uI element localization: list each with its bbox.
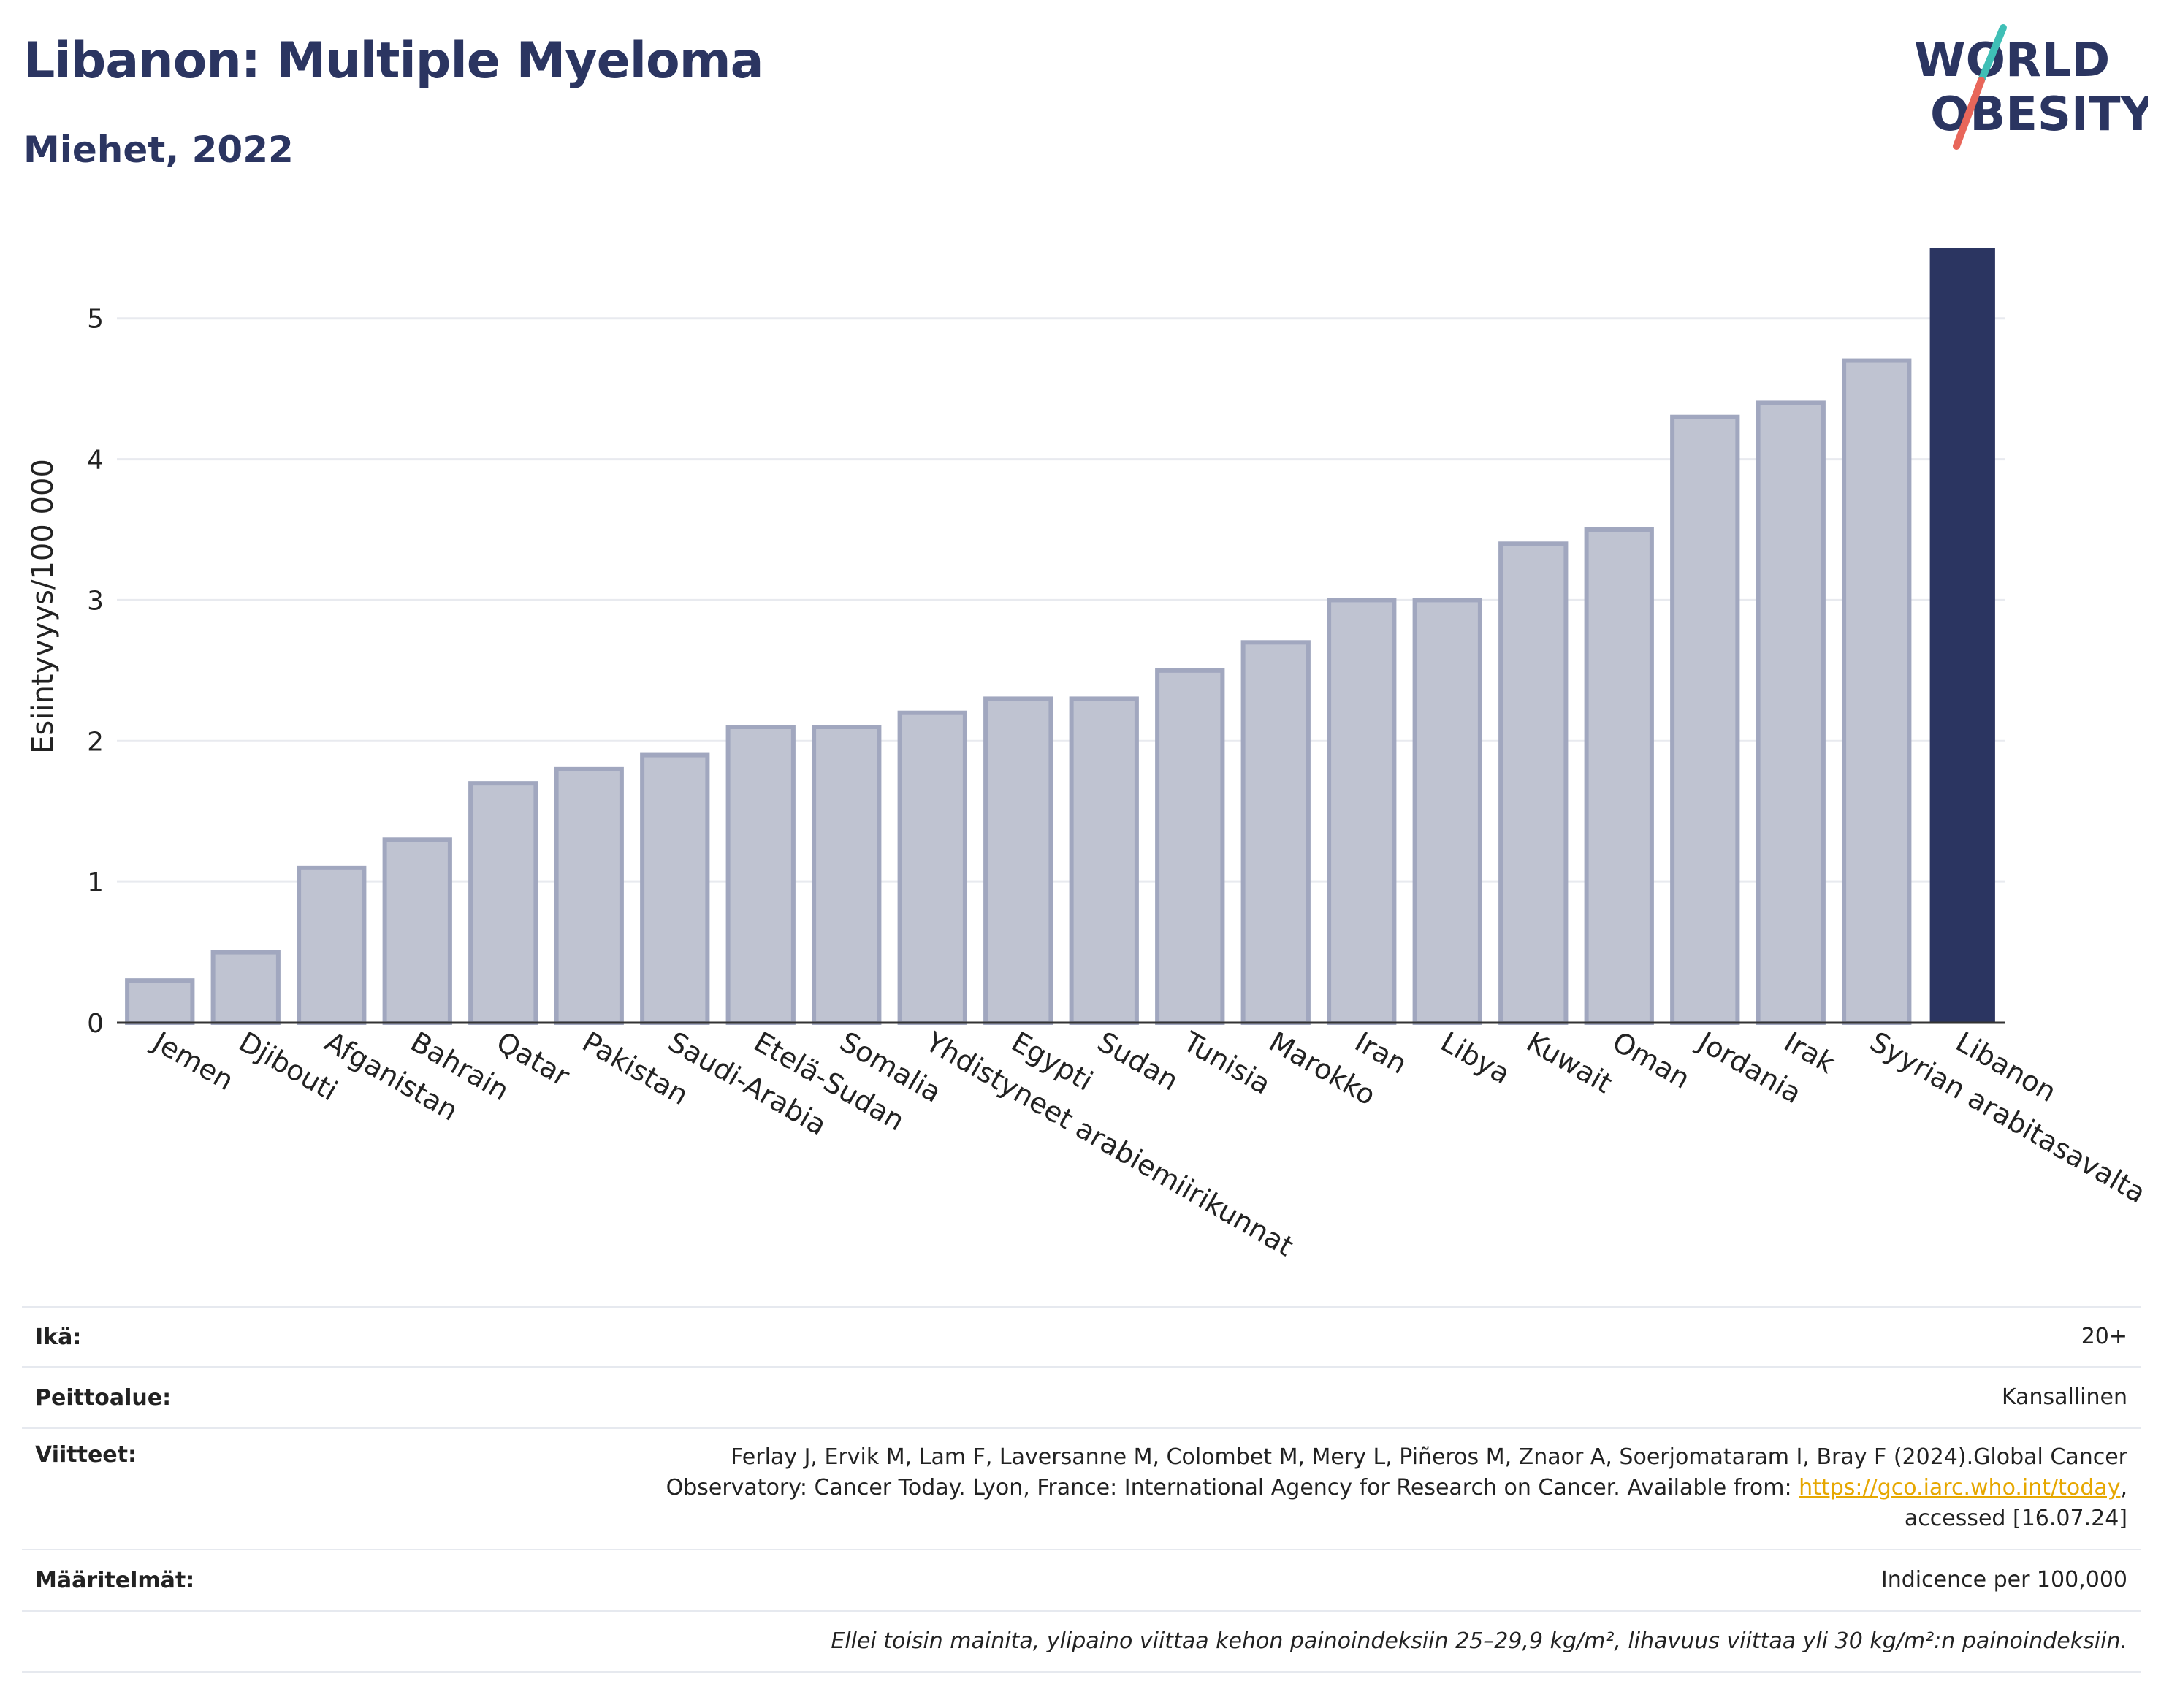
references-line-1: Ferlay J, Ervik M, Lam F, Laversanne M, … <box>731 1444 2127 1470</box>
y-tick-label: 0 <box>87 1009 104 1039</box>
references-label: Viitteet: <box>35 1442 137 1468</box>
y-axis-title: Esiintyvyys/100 000 <box>26 459 60 754</box>
obesity-note: Ellei toisin mainita, ylipaino viittaa k… <box>831 1628 2127 1654</box>
x-tick-label: Sudan <box>1092 1026 1184 1097</box>
references-line-2-text: Observatory: Cancer Today. Lyon, France:… <box>666 1475 1799 1501</box>
references-line-2-end: , <box>2120 1475 2127 1501</box>
y-tick-label: 2 <box>87 727 104 757</box>
age-label: Ikä: <box>35 1324 82 1350</box>
references-value: Ferlay J, Ervik M, Lam F, Laversanne M, … <box>666 1442 2141 1534</box>
bar <box>1842 358 1912 1026</box>
info-row-age: Ikä: 20+ <box>22 1306 2141 1366</box>
info-row-coverage: Peittoalue: Kansallinen <box>22 1366 2141 1427</box>
bar <box>125 978 195 1025</box>
bar-chart: 0 1 2 3 4 5 JemenDjiboutiAfganistanBahrainQat… <box>26 248 2152 1263</box>
references-line-3: accessed [16.07.24] <box>1904 1506 2127 1531</box>
definitions-label: Määritelmät: <box>35 1567 195 1593</box>
coverage-label: Peittoalue: <box>35 1384 172 1411</box>
references-link[interactable]: https://gco.iarc.who.int/today <box>1799 1475 2121 1501</box>
x-tick-label: Kuwait <box>1521 1026 1617 1100</box>
world-obesity-logo: WORLD OBESITY <box>1914 24 2148 150</box>
logo-slash-bottom <box>1953 77 1985 150</box>
bar <box>554 766 624 1026</box>
y-tick-label: 4 <box>87 446 104 476</box>
bar <box>1327 598 1397 1025</box>
bar <box>640 752 710 1025</box>
bar <box>1069 696 1139 1026</box>
definitions-value: Indicence per 100,000 <box>1880 1567 2127 1593</box>
y-tick-label: 3 <box>87 586 104 616</box>
age-value: 20+ <box>2081 1324 2127 1349</box>
x-tick-label: Djibouti <box>234 1026 343 1107</box>
y-tick-labels: 0 1 2 3 4 5 <box>87 305 104 1039</box>
bar <box>1412 598 1482 1025</box>
bar <box>1240 640 1311 1025</box>
bar-highlighted <box>1929 248 1995 1023</box>
bar <box>812 725 882 1025</box>
bar <box>1155 668 1225 1025</box>
coverage-value: Kansallinen <box>2001 1384 2127 1410</box>
bar <box>468 781 538 1025</box>
bar <box>1498 541 1569 1025</box>
info-row-note: Ellei toisin mainita, ylipaino viittaa k… <box>22 1610 2141 1673</box>
chart-title: Libanon: Multiple Myeloma <box>23 32 763 90</box>
bar <box>210 950 281 1025</box>
bar <box>725 725 796 1025</box>
bars <box>125 248 1995 1026</box>
bar <box>897 710 967 1025</box>
y-tick-label: 1 <box>87 868 104 898</box>
bar <box>1670 414 1740 1025</box>
info-table: Ikä: 20+ Peittoalue: Kansallinen Viittee… <box>22 1306 2141 1673</box>
bar <box>297 865 367 1026</box>
references-line-2: Observatory: Cancer Today. Lyon, France:… <box>666 1473 2127 1503</box>
bar <box>1756 400 1826 1025</box>
logo-slash-top <box>1978 24 2007 84</box>
y-tick-label: 5 <box>87 305 104 335</box>
logo-text-world: WORLD <box>1914 34 2110 88</box>
x-tick-label: Oman <box>1607 1026 1696 1095</box>
x-tick-label: Jemen <box>147 1025 240 1097</box>
x-tick-label: Tunisia <box>1177 1025 1276 1101</box>
bar <box>983 696 1053 1026</box>
x-tick-label: Libya <box>1436 1026 1516 1091</box>
info-row-references: Viitteet: Ferlay J, Ervik M, Lam F, Lave… <box>22 1427 2141 1549</box>
bar <box>1584 527 1654 1025</box>
info-row-definitions: Määritelmät: Indicence per 100,000 <box>22 1549 2141 1610</box>
chart-subtitle: Miehet, 2022 <box>23 129 294 171</box>
bar <box>382 837 452 1026</box>
